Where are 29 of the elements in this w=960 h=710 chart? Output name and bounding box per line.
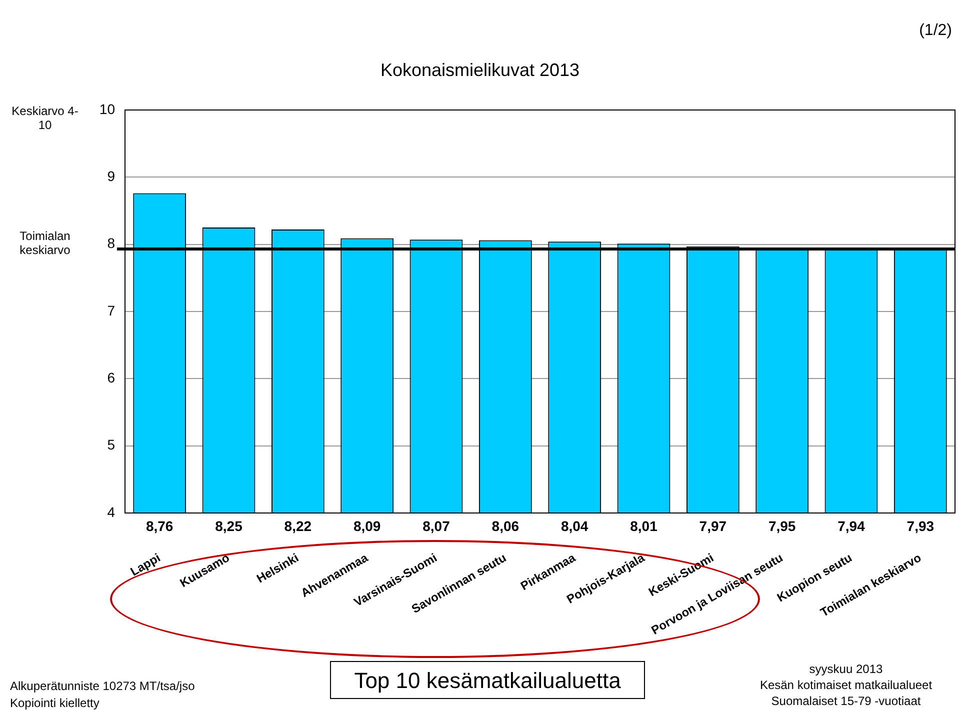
y-tick-label: 7	[107, 302, 116, 318]
data-label: 8,09	[353, 518, 381, 534]
text: Kesän kotimaiset matkailualueet	[758, 678, 934, 692]
data-label: 8,07	[422, 518, 450, 534]
text: Kopiointi kielletty	[10, 696, 100, 710]
ref-line-label: Toimialan keskiarvo	[18, 229, 72, 258]
y-tick-label: 5	[107, 436, 116, 453]
text: (1/2)	[919, 22, 952, 40]
y-tick-label: 6	[107, 370, 116, 386]
data-label: 8,22	[284, 518, 312, 534]
data-label: 7,93	[906, 518, 934, 534]
chart-title: Kokonaismielikuvat 2013	[379, 60, 581, 81]
data-label: 8,25	[215, 518, 243, 534]
data-label: 7,97	[699, 518, 727, 534]
data-label: 8,04	[560, 518, 588, 534]
data-label: 7,94	[838, 518, 866, 534]
data-label: 8,06	[492, 518, 520, 534]
text: Alkuperätunniste 10273 MT/tsa/jso	[10, 679, 195, 693]
data-label: 7,95	[768, 518, 796, 534]
y-tick-label: 4	[107, 504, 116, 520]
text: Suomalaiset 15-79 -vuotiaat	[770, 694, 922, 708]
y-tick-label: 9	[107, 168, 116, 184]
data-label: 8,01	[630, 518, 658, 534]
text: Top 10 kesämatkailualuetta	[330, 661, 645, 699]
data-label: 8,76	[146, 518, 174, 534]
y-tick-label: 8	[107, 235, 116, 252]
text: syyskuu 2013	[808, 662, 884, 676]
y-axis-title: Keskiarvo 4-10	[10, 104, 80, 132]
y-tick-label: 10	[99, 100, 116, 117]
